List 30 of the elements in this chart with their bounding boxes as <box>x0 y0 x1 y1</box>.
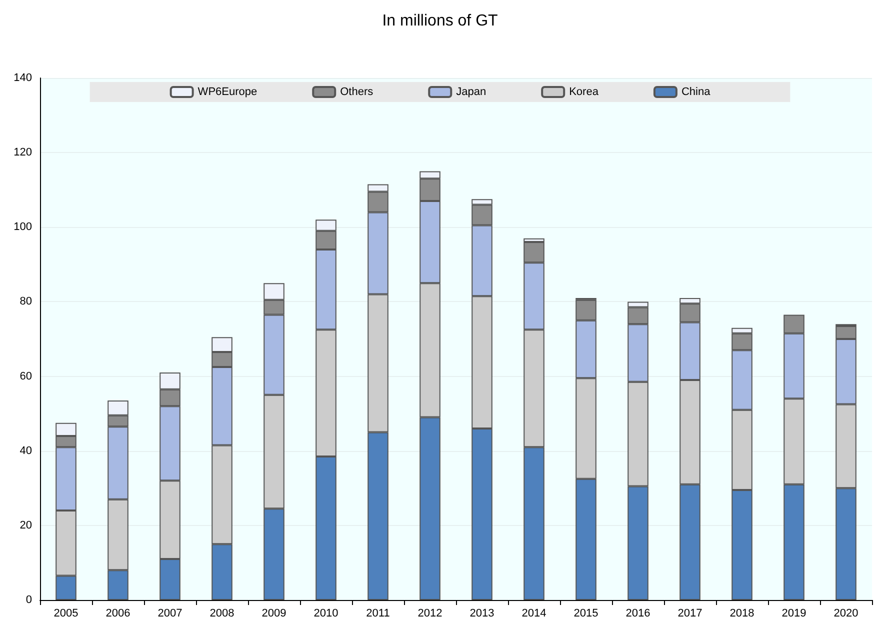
x-tick-label: 2010 <box>314 608 338 619</box>
legend-label: Korea <box>569 86 600 98</box>
y-tick-label: 20 <box>20 519 32 532</box>
x-tick-label: 2018 <box>730 608 754 619</box>
y-tick-label: 80 <box>20 296 32 308</box>
x-tick-label: 2012 <box>418 608 442 619</box>
x-tick-label: 2020 <box>834 608 858 619</box>
x-tick-label: 2008 <box>210 608 234 619</box>
chart-title: In millions of GT <box>382 12 498 30</box>
legend-label: Japan <box>456 86 486 98</box>
x-tick-label: 2011 <box>366 608 390 619</box>
x-tick-label: 2009 <box>262 608 286 619</box>
x-tick-label: 2005 <box>54 608 78 619</box>
y-tick-label: 100 <box>14 221 32 234</box>
x-tick-label: 2007 <box>158 608 182 619</box>
x-tick-label: 2019 <box>782 608 806 619</box>
legend-label: WP6Europe <box>198 86 258 98</box>
x-tick-label: 2017 <box>678 608 702 619</box>
legend-label: Others <box>340 86 374 98</box>
x-tick-label: 2006 <box>106 608 130 619</box>
y-tick-label: 40 <box>20 444 32 457</box>
y-tick-label: 60 <box>20 370 32 382</box>
x-tick-label: 2016 <box>626 608 650 619</box>
x-tick-label: 2013 <box>470 608 494 619</box>
y-tick-label: 140 <box>14 72 32 84</box>
y-tick-label: 0 <box>26 594 32 606</box>
x-tick-label: 2014 <box>522 608 546 619</box>
legend-label: China <box>681 86 712 98</box>
y-tick-label: 120 <box>14 146 32 159</box>
x-tick-label: 2015 <box>574 608 598 619</box>
